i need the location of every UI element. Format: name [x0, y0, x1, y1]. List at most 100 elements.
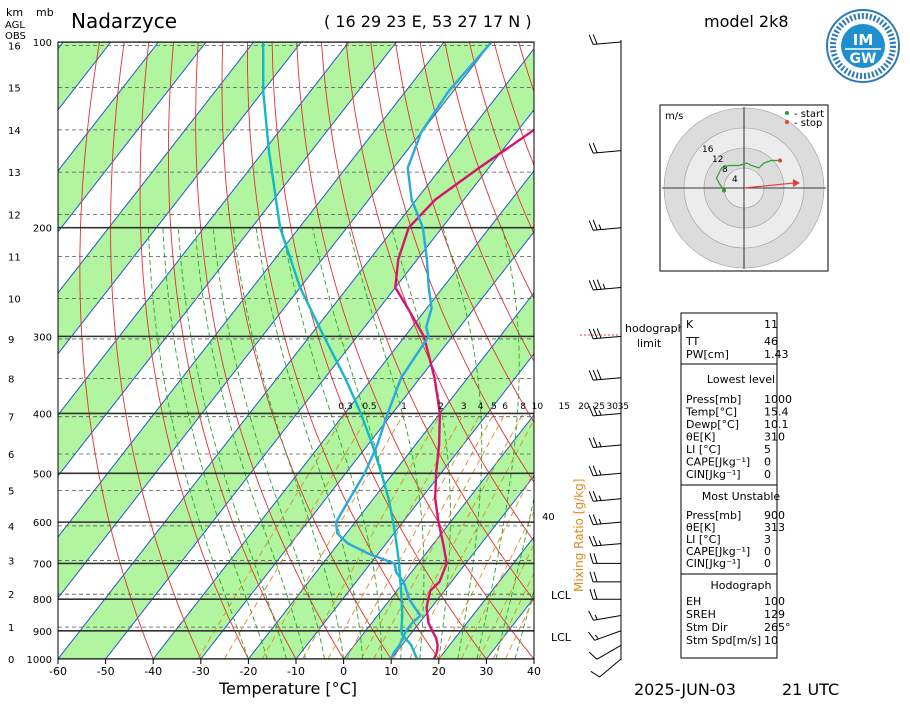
- stat-value: 310: [764, 431, 785, 444]
- wind-barb-half-flag: [595, 635, 598, 639]
- mixing-ratio-axis-label: Mixing Ratio [g/kg]: [572, 479, 586, 592]
- wind-barb-staff: [600, 659, 621, 677]
- x-tick-label: 0: [340, 665, 347, 678]
- hodograph-stop-marker: [778, 159, 782, 163]
- most-unstable-title: Most Unstable: [702, 490, 781, 503]
- wind-barb-staff: [593, 499, 621, 501]
- x-tick-label: -40: [144, 665, 162, 678]
- stat-label: SREH: [686, 608, 716, 621]
- wind-barb-flag: [589, 280, 593, 290]
- wind-barb-flag: [590, 572, 593, 582]
- wind-barb: [590, 589, 621, 599]
- wind-barb-flag: [591, 671, 600, 677]
- stat-label: CAPE[Jkg⁻¹]: [686, 456, 750, 469]
- wind-barb: [589, 536, 621, 546]
- wind-barb-flag: [593, 491, 597, 501]
- wind-barb-flag: [597, 280, 601, 290]
- wind-barb-flag: [594, 589, 597, 599]
- pw-label: PW[cm]: [686, 348, 729, 361]
- wind-barb-flag: [593, 34, 597, 44]
- wind-barb-flag: [593, 329, 597, 339]
- pressure-tick-label: 400: [33, 410, 52, 421]
- wind-barb-flag: [594, 553, 597, 563]
- x-tick-label: -30: [192, 665, 210, 678]
- wind-barb: [589, 34, 621, 44]
- stat-value: 0: [764, 456, 771, 469]
- wind-barb-flag: [589, 536, 593, 546]
- hodograph-ring-label: 16: [702, 145, 714, 155]
- mixing-ratio-tick-label: 5: [491, 402, 497, 412]
- height-tick-label: 7: [8, 413, 14, 424]
- pressure-tick-label: 500: [33, 469, 52, 480]
- stat-label: Temp[°C]: [685, 406, 737, 419]
- mixing-ratio-tick-label: 4: [478, 402, 484, 412]
- mixing-ratio-tick-label: 35: [618, 402, 629, 412]
- wind-barb-flag: [593, 280, 597, 290]
- indices-panel: K 11 TT 46 PW[cm] 1.43 Lowest level Pres…: [681, 313, 792, 658]
- valid-date: 2025-JUN-03: [634, 680, 736, 699]
- wind-barb-flag: [593, 370, 597, 380]
- pressure-tick-label: 700: [33, 559, 52, 570]
- wind-barb-flag: [589, 35, 593, 45]
- wind-barb-flag: [593, 437, 597, 447]
- height-tick-label: 8: [8, 374, 14, 385]
- wind-barb: [589, 645, 621, 659]
- mixing-ratio-tick-label: 0.5: [362, 402, 376, 412]
- mixing-ratio-tick-label: 2: [438, 402, 444, 412]
- wind-barb-staff: [593, 42, 621, 44]
- wind-barb: [589, 328, 621, 338]
- stat-value: 0: [764, 468, 771, 481]
- height-tick-label: 2: [8, 590, 14, 601]
- x-tick-label: 40: [527, 665, 541, 678]
- mixing-ratio-tick-label: 15: [558, 402, 569, 412]
- wind-barb: [588, 631, 621, 641]
- stat-label: θE[K]: [686, 431, 715, 444]
- height-tick-label: 0: [8, 655, 14, 666]
- wind-barb-flag: [589, 329, 593, 339]
- stat-label: EH: [686, 595, 701, 608]
- obs-label: OBS: [5, 31, 26, 42]
- wind-barb-flag: [593, 220, 597, 230]
- wind-barb-flag: [589, 652, 597, 659]
- mixing-ratio-tick-label: 20: [578, 402, 590, 412]
- wind-barb-half-flag: [599, 442, 601, 447]
- wind-barb: [589, 437, 621, 447]
- height-tick-label: 4: [8, 522, 14, 533]
- stat-value: 265°: [764, 621, 791, 634]
- wind-barb: [589, 280, 621, 290]
- km-label: km: [6, 6, 23, 19]
- wind-barb: [589, 491, 621, 501]
- wind-barb-flag: [590, 589, 593, 599]
- wind-barb-flag: [589, 370, 593, 380]
- stat-label: CIN[Jkg⁻¹]: [686, 557, 741, 570]
- stat-label: CIN[Jkg⁻¹]: [686, 468, 741, 481]
- wind-barb-flag: [589, 515, 593, 525]
- wind-barb: [590, 572, 621, 582]
- stat-value: 129: [764, 608, 785, 621]
- height-tick-label: 3: [8, 556, 14, 567]
- wind-barb-staff: [593, 544, 621, 546]
- mixing-ratio-40-label: 40: [542, 512, 555, 523]
- wind-barb-flag: [589, 221, 593, 231]
- stat-value: 100: [764, 595, 785, 608]
- agl-label: AGL: [5, 20, 25, 31]
- x-tick-label: 20: [432, 665, 446, 678]
- dry-adiabat-line: [839, 42, 910, 659]
- imgw-logo: IM GW: [827, 10, 899, 82]
- dry-adiabat-line: [815, 42, 910, 659]
- height-tick-label: 16: [8, 41, 21, 52]
- wind-barb-flag: [589, 143, 593, 153]
- valid-time: 21 UTC: [782, 680, 839, 699]
- mixing-ratio-tick-label: 3: [461, 402, 467, 412]
- wind-barb-flag: [590, 553, 593, 563]
- stat-value: 1000: [764, 393, 792, 406]
- wind-barb-staff: [593, 336, 621, 338]
- wind-barb: [589, 143, 621, 153]
- lcl-label-upper: LCL: [551, 589, 572, 602]
- wind-barb-flag: [593, 515, 597, 525]
- hodograph-limit-label-2: limit: [637, 337, 662, 350]
